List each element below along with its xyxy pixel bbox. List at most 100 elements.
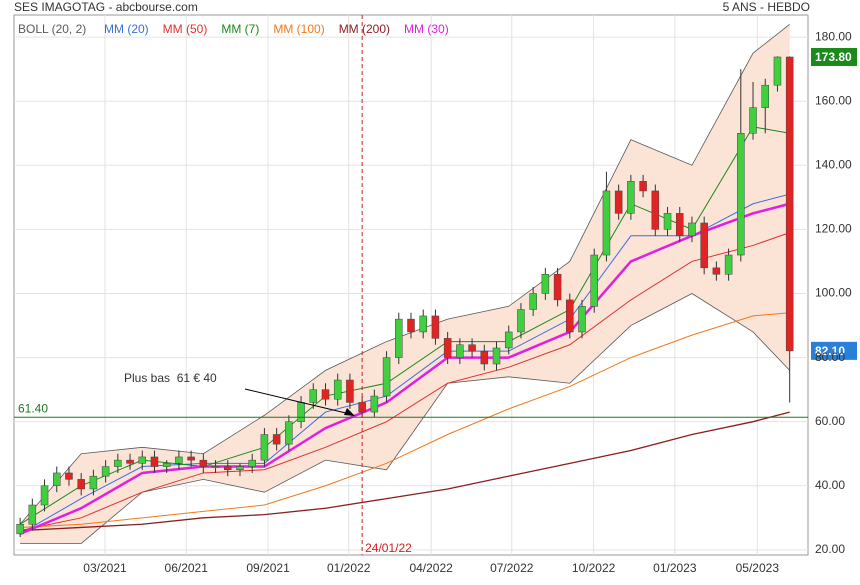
legend-label: MM (30) — [404, 22, 449, 36]
price-badge-label: 173.80 — [815, 50, 852, 64]
legend-label: MM (50) — [163, 22, 208, 36]
price-badge — [811, 47, 857, 66]
candle-body — [517, 309, 525, 333]
candle-body — [443, 338, 452, 358]
candle-body — [224, 466, 232, 471]
price-badge — [811, 341, 857, 360]
candle-body — [712, 267, 721, 275]
candle-body — [382, 357, 391, 397]
annotation-arrow — [244, 388, 351, 415]
candle-body — [578, 306, 586, 333]
candle-body — [89, 475, 98, 490]
x-tick-label: 04/2022 — [409, 561, 453, 575]
candle-body — [40, 485, 49, 506]
candle-body — [737, 133, 745, 256]
candle-body — [236, 466, 244, 471]
candle-body — [138, 456, 147, 464]
plot-frame — [13, 14, 809, 556]
candle-body — [309, 389, 318, 403]
candle-body — [285, 421, 293, 445]
x-tick-label: 09/2021 — [246, 561, 290, 575]
candle-body — [627, 181, 635, 214]
candle-body — [480, 350, 489, 365]
x-tick-label: 10/2022 — [572, 561, 616, 575]
band-upper — [19, 23, 790, 525]
ma-line — [20, 312, 790, 528]
candle-body — [749, 107, 757, 134]
candle-body — [150, 456, 159, 467]
ma-line — [20, 232, 790, 532]
candle-body — [77, 479, 85, 490]
candle-body — [468, 344, 476, 352]
candle-body — [700, 222, 708, 269]
y-tick-label: 180.00 — [815, 29, 852, 43]
chart-title: SES IMAGOTAG - abcbourse.com — [14, 0, 198, 14]
candle-body — [370, 395, 379, 413]
x-tick-label: 01/2023 — [653, 561, 697, 575]
candle-body — [187, 456, 195, 461]
candle-body — [346, 379, 354, 403]
candle-body — [566, 299, 574, 333]
candle-body — [688, 222, 696, 237]
x-tick-label: 07/2022 — [490, 561, 534, 575]
candle-body — [65, 472, 73, 480]
candle-body — [297, 402, 305, 422]
candle-body — [162, 463, 171, 467]
candle-body — [602, 190, 611, 256]
y-tick-label: 40.00 — [815, 478, 845, 492]
candle-body — [785, 56, 794, 352]
bands — [19, 23, 790, 544]
y-tick-label: 120.00 — [815, 222, 852, 236]
y-tick-label: 100.00 — [815, 286, 852, 300]
legend-label: BOLL (20, 2) — [18, 22, 86, 36]
chart-subtitle: 5 ANS - HEBDO — [723, 0, 810, 14]
candle-body — [175, 456, 183, 464]
candle-body — [431, 315, 440, 339]
y-tick-label: 160.00 — [815, 93, 852, 107]
x-tick-label: 03/2021 — [83, 561, 127, 575]
candle-body — [456, 344, 464, 358]
candle-body — [16, 523, 24, 535]
candle-body — [541, 274, 550, 294]
candle-body — [504, 331, 513, 349]
candle-body — [28, 504, 37, 525]
candle-body — [724, 254, 733, 275]
candle-body — [199, 459, 208, 467]
candle-body — [529, 293, 537, 310]
candle-body — [675, 213, 684, 237]
candle-body — [272, 434, 281, 445]
candle-body — [553, 274, 562, 301]
legend-label: MM (20) — [104, 22, 149, 36]
candle-body — [407, 318, 415, 333]
candle-body — [614, 190, 623, 214]
y-tick-label: 80.00 — [815, 350, 845, 364]
candle-body — [333, 379, 342, 400]
candle-body — [651, 190, 660, 230]
legend-label: MM (200) — [339, 22, 390, 36]
legend: BOLL (20, 2) MM (20) MM (50) MM (7) MM (100)… — [18, 22, 449, 36]
legend-label: MM (100) — [273, 22, 324, 36]
candle-body — [395, 318, 403, 358]
candle-body — [53, 472, 61, 487]
x-tick-label: 06/2021 — [165, 561, 209, 575]
ma-line — [20, 411, 790, 532]
candle-body — [114, 459, 122, 467]
band-lower — [20, 293, 790, 544]
candle-body — [101, 466, 110, 477]
candle-body — [761, 84, 769, 108]
candle-body — [126, 459, 134, 464]
candle-body — [492, 347, 501, 365]
candle-body — [773, 56, 782, 86]
y-tick-label: 20.00 — [815, 542, 845, 556]
candle-body — [321, 389, 330, 400]
annotation: Plus bas 61 € 40 — [124, 371, 217, 385]
candle-body — [639, 181, 647, 192]
y-tick-label: 60.00 — [815, 414, 845, 428]
y-tick-label: 140.00 — [815, 157, 852, 171]
x-tick-label: 01/2022 — [327, 561, 371, 575]
candle-body — [590, 254, 598, 307]
x-tick-label: 05/2023 — [736, 561, 780, 575]
candle-body — [211, 466, 220, 468]
legend-label: MM (7) — [221, 22, 259, 36]
